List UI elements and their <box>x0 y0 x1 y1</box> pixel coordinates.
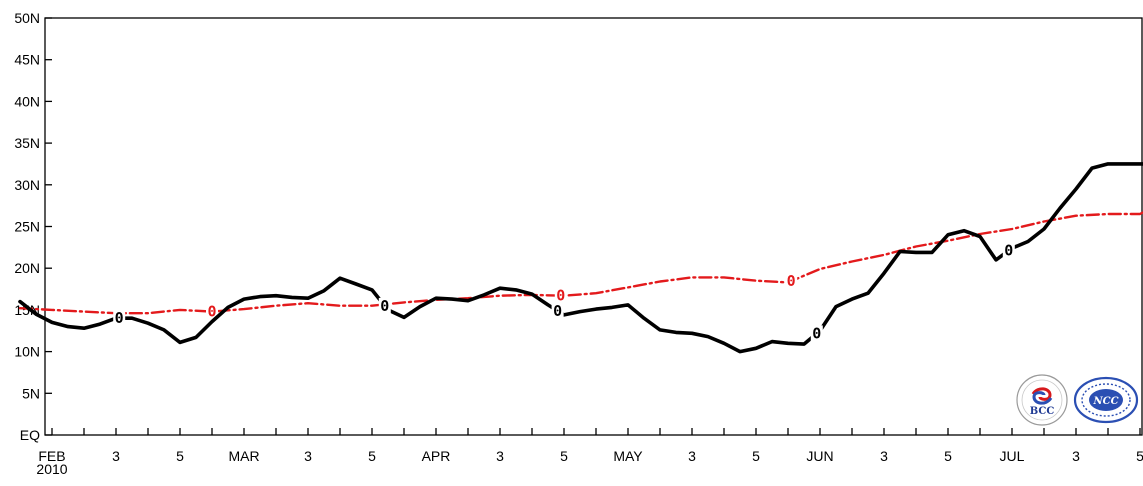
x-tick-label-13: 3 <box>880 448 888 464</box>
series-0-label-2: 0 <box>553 302 562 320</box>
logos: BCC NCC <box>1016 374 1139 426</box>
x-tick-label-8: 5 <box>560 448 568 464</box>
x-tick-label-11: 5 <box>752 448 760 464</box>
x-tick-label-12: JUN <box>806 448 833 464</box>
series-1-label-bg-2 <box>785 273 798 290</box>
x-tick-label-9: MAY <box>613 448 643 464</box>
series-1-label-2: 0 <box>787 272 796 290</box>
y-tick-label-4: 20N <box>14 260 40 276</box>
x-tick-label-16: 3 <box>1072 448 1080 464</box>
ncc-logo-text: NCC <box>1092 396 1118 407</box>
y-tick-label-1: 5N <box>22 385 40 401</box>
series-0-label-bg-2 <box>551 302 564 319</box>
x-tick-label-6: APR <box>422 448 451 464</box>
x-tick-label-5: 5 <box>368 448 376 464</box>
x-tick-label-0: FEB <box>38 448 65 464</box>
y-tick-label-6: 30N <box>14 177 40 193</box>
series-0-line <box>18 162 1143 354</box>
x-tick-label-15: JUL <box>1000 448 1025 464</box>
series-0-label-bg-1 <box>378 297 391 314</box>
series-1-label-bg-0 <box>206 303 218 320</box>
y-tick-label-5: 25N <box>14 219 40 235</box>
ncc-logo: NCC <box>1073 376 1139 424</box>
bcc-logo-text: BCC <box>1030 406 1055 417</box>
series-0-label-3: 0 <box>812 324 821 342</box>
series-1-label-1: 0 <box>556 287 565 305</box>
series-0: 00 000 <box>18 162 1143 354</box>
x-tick-label-10: 3 <box>688 448 696 464</box>
series-0-label-bg-4 <box>1002 242 1015 259</box>
series-1-label-0: 0 <box>207 303 216 321</box>
series-0-label-bg-0 <box>113 310 126 327</box>
x-tick-label-4: 3 <box>304 448 312 464</box>
y-tick-label-8: 40N <box>14 93 40 109</box>
y-tick-label-10: 50N <box>14 10 40 26</box>
x-tick-label-1: 3 <box>112 448 120 464</box>
bcc-logo: BCC <box>1016 374 1068 426</box>
x-tick-label-7: 3 <box>496 448 504 464</box>
series-0-label-4: 0 <box>1004 242 1013 260</box>
y-tick-label-9: 45N <box>14 52 40 68</box>
series-0-label-1: 0 <box>380 297 389 315</box>
plot-border <box>44 17 1143 436</box>
x-tick-label-17: 5 <box>1136 448 1143 464</box>
series-1: 000 <box>18 210 1143 321</box>
series-1-label-bg-1 <box>554 287 567 304</box>
series-0-label-0: 0 <box>115 309 124 327</box>
x-tick-sublabel-0: 2010 <box>36 461 67 477</box>
x-tick-label-3: MAR <box>228 448 259 464</box>
series-0-label-bg-3 <box>810 325 823 342</box>
x-tick-label-2: 5 <box>176 448 184 464</box>
y-tick-label-7: 35N <box>14 135 40 151</box>
series-1-line <box>18 210 1143 315</box>
y-tick-label-0: EQ <box>20 427 40 443</box>
plot-frame <box>44 17 1143 436</box>
x-tick-label-14: 5 <box>944 448 952 464</box>
y-tick-label-2: 10N <box>14 344 40 360</box>
